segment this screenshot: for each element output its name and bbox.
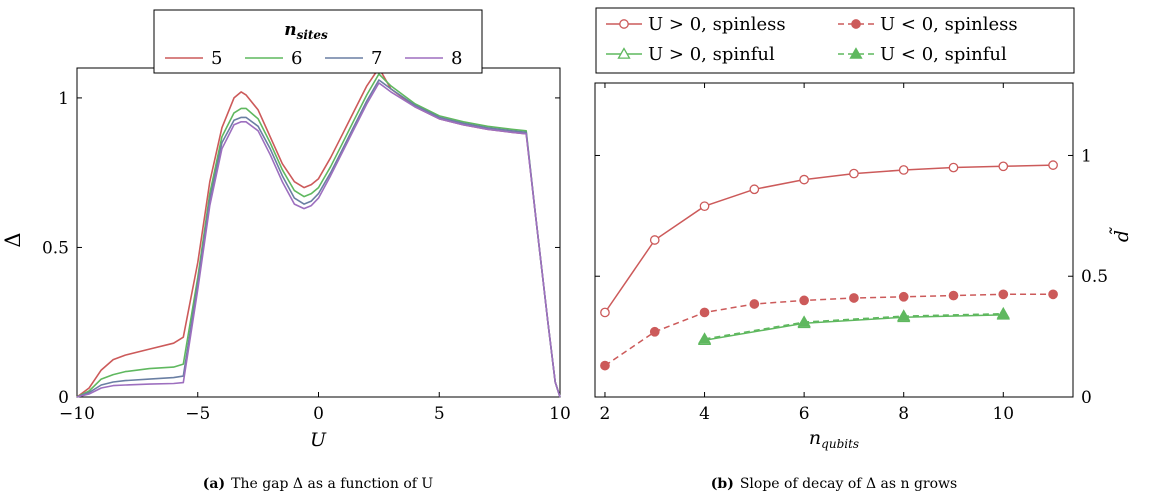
panel-b-caption: (b) Slope of decay of Δ as n grows [711,476,957,492]
panel-b-legend-marker-0 [619,19,629,29]
panel-b-legend-marker-3 [849,47,863,59]
panel-b-ytick-label: 1 [1081,146,1092,166]
panel-b-point-0 [1048,160,1058,170]
panel-b-point-3 [897,309,911,321]
panel-b-y-axis-label: d̃ [1110,227,1133,242]
panel-a-series-line-6 [76,73,561,398]
panel-b-point-1 [948,290,959,301]
panel-a-legend-box [153,9,483,74]
panel-a-legend-label-6: 6 [291,48,302,69]
panel-b-xtick-label: 4 [699,404,710,424]
panel-b-point-1 [649,326,660,337]
panel-a-x-axis-label: U [310,429,327,451]
panel-a-series-line-8 [76,82,561,398]
panel-a-xtick-label: 10 [549,404,571,424]
panel-b-point-0 [749,184,760,195]
panel-b-point-1 [998,289,1009,300]
panel-a-y-axis-label: Δ [1,232,25,247]
panel-b-point-1 [749,299,760,309]
panel-b-legend-label-0: U > 0, spinless [648,14,786,35]
panel-a-caption: (a) The gap Δ as a function of U [203,476,434,492]
panel-b-ytick-label: 0 [1081,388,1092,408]
panel-b-legend-marker-1 [851,19,861,29]
panel-b-point-0 [849,168,859,179]
panel-a-axes-frame [76,67,561,398]
panel-a-legend: nsites 5 6 7 8 [153,9,483,74]
panel-a-ytick-label: 0.5 [42,238,69,258]
panel-a-xtick-label: −10 [59,404,95,424]
panel-a-legend-label-5: 5 [211,48,222,69]
panel-a-legend-label-8: 8 [451,48,462,69]
panel-a-xtick-label: 0 [313,404,324,424]
panel-b-point-0 [600,307,610,318]
panel-b-point-1 [849,293,859,303]
panel-b-point-0 [948,162,959,173]
panel-b-point-0 [799,174,809,185]
panel-b-legend-items: U > 0, spinless U < 0, spinless U > 0, spi… [606,14,1018,65]
panel-b-xtick-label: 6 [799,404,810,424]
panel-b-x-axis-label: nqubits [809,427,859,451]
panel-a-legend-title: nsites [284,20,328,42]
panel-a-legend-label-7: 7 [371,48,382,69]
panel-b-point-1 [799,295,809,306]
panel-a-ticks: −10 −5 0 5 10 0 0.5 1 [42,68,571,424]
panel-b-point-1 [600,360,610,371]
panel-a-xtick-label: 5 [434,404,445,424]
panel-b-point-0 [649,235,660,245]
panel-b-point-3 [797,315,811,327]
panel-b-point-0 [699,201,710,212]
panel-a-gap-vs-U: −10 −5 0 5 10 0 0.5 1 U Δ nsites 5 6 7 8 (a) The ga… [1,9,571,492]
panel-b-point-1 [898,291,909,302]
panel-b-series-line-2 [704,314,1004,341]
panel-b-point-3 [996,306,1010,319]
panel-b-xtick-label: 2 [600,404,611,424]
panel-b-series-line-0 [604,164,1054,313]
panel-b-point-1 [1048,289,1058,300]
panel-b-point-1 [699,307,710,318]
panel-a-series-line-7 [76,79,561,398]
panel-b-xtick-label: 10 [992,404,1014,424]
panel-b-legend: U > 0, spinless U < 0, spinless U > 0, spi… [595,7,1075,74]
panel-b-ticks: 2 4 6 8 10 0 0.5 1 [595,83,1108,424]
panel-b-legend-box [595,7,1075,74]
panel-b-xtick-label: 8 [898,404,909,424]
panel-b-series [600,160,1058,371]
panel-a-xtick-label: −5 [185,404,210,424]
panel-a-series-line-5 [76,67,561,398]
panel-b-axes-frame [594,82,1074,398]
panel-b-point-0 [898,165,909,175]
panel-b-legend-label-1: U < 0, spinless [880,14,1018,35]
panel-b-legend-label-3: U < 0, spinful [880,44,1007,65]
panel-a-ytick-label: 1 [58,89,69,109]
panel-b-legend-label-2: U > 0, spinful [648,44,775,65]
panel-b-point-0 [998,161,1009,172]
panel-b-series-line-3 [704,312,1004,340]
panel-a-series [76,67,561,398]
panel-b-ytick-label: 0.5 [1081,267,1108,287]
panel-b-legend-marker-2 [617,47,631,59]
panel-b-series-line-1 [604,293,1054,367]
panel-a-ytick-label: 0 [58,388,69,408]
panel-b-point-3 [697,332,712,344]
panel-a-legend-items: 5 6 7 8 [165,48,462,69]
